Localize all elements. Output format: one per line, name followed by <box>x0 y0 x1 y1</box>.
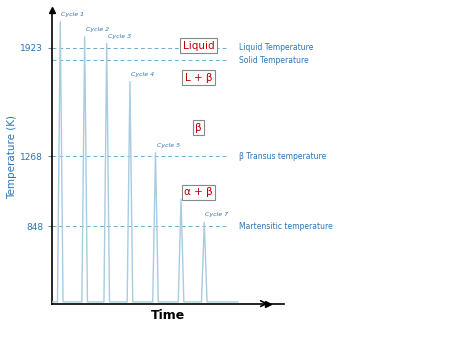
Text: Liquid: Liquid <box>182 41 214 50</box>
Text: Cycle 1: Cycle 1 <box>62 12 84 17</box>
Text: Cycle 4: Cycle 4 <box>131 72 154 77</box>
X-axis label: Time: Time <box>151 309 185 322</box>
Text: β: β <box>195 123 202 132</box>
Y-axis label: Temperature (K): Temperature (K) <box>8 115 18 199</box>
Text: Solid Temperature: Solid Temperature <box>239 56 309 65</box>
Text: Cycle 5: Cycle 5 <box>156 143 180 148</box>
Text: Cycle 2: Cycle 2 <box>86 27 109 32</box>
Text: α + β: α + β <box>184 187 213 197</box>
Text: Cycle 3: Cycle 3 <box>108 33 131 39</box>
Text: Cycle 7: Cycle 7 <box>205 213 228 217</box>
Text: Liquid Temperature: Liquid Temperature <box>239 43 313 52</box>
Text: L + β: L + β <box>185 73 212 83</box>
Text: β Transus temperature: β Transus temperature <box>239 152 327 161</box>
Text: Martensitic temperature: Martensitic temperature <box>239 221 333 230</box>
Text: Cycle 6: Cycle 6 <box>182 189 205 194</box>
